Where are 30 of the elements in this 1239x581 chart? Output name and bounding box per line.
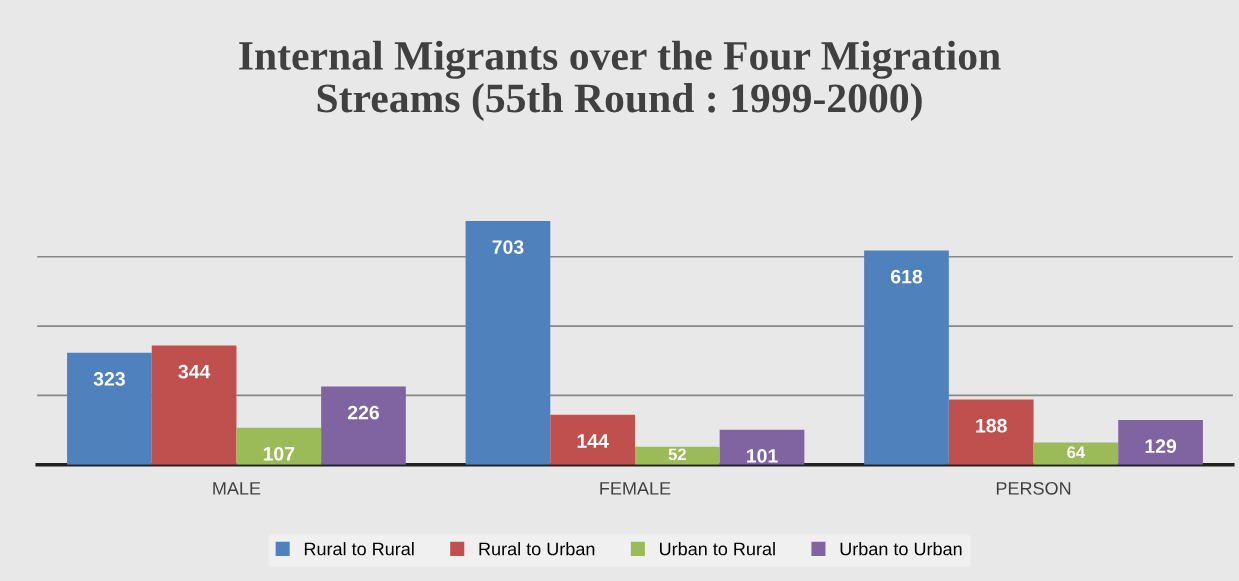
bar bbox=[236, 427, 322, 465]
x-tick-label: PERSON bbox=[996, 481, 1071, 495]
bar bbox=[67, 352, 152, 465]
legend-label: Rural to Rural bbox=[304, 542, 414, 556]
data-label: 344 bbox=[178, 364, 211, 379]
bar bbox=[864, 250, 949, 465]
legend-label: Urban to Urban bbox=[840, 542, 962, 556]
x-tick-label: FEMALE bbox=[600, 482, 671, 495]
data-label: 129 bbox=[1145, 439, 1177, 454]
data-label: 52 bbox=[668, 448, 686, 461]
bar bbox=[151, 345, 237, 465]
data-label: 226 bbox=[347, 405, 379, 420]
data-label: 703 bbox=[492, 240, 524, 255]
x-tick-label: MALE bbox=[213, 482, 261, 495]
chart-title: Internal Migrants over the Four Migration Streams (55th Round : 1999-2000) bbox=[239, 40, 1001, 121]
bar bbox=[550, 414, 635, 465]
legend-label: Urban to Rural bbox=[660, 542, 775, 556]
data-label: 144 bbox=[577, 434, 609, 448]
data-label: 188 bbox=[976, 418, 1007, 433]
bar bbox=[1118, 420, 1203, 465]
data-label: 618 bbox=[890, 269, 923, 284]
data-label: 64 bbox=[1067, 446, 1086, 459]
data-label: 323 bbox=[93, 372, 125, 386]
bar bbox=[321, 386, 406, 465]
bar bbox=[465, 220, 551, 465]
bar bbox=[948, 399, 1034, 465]
legend-label: Rural to Urban bbox=[479, 542, 595, 556]
bar bbox=[719, 429, 805, 465]
data-label: 107 bbox=[263, 446, 295, 461]
data-label: 101 bbox=[747, 449, 778, 463]
